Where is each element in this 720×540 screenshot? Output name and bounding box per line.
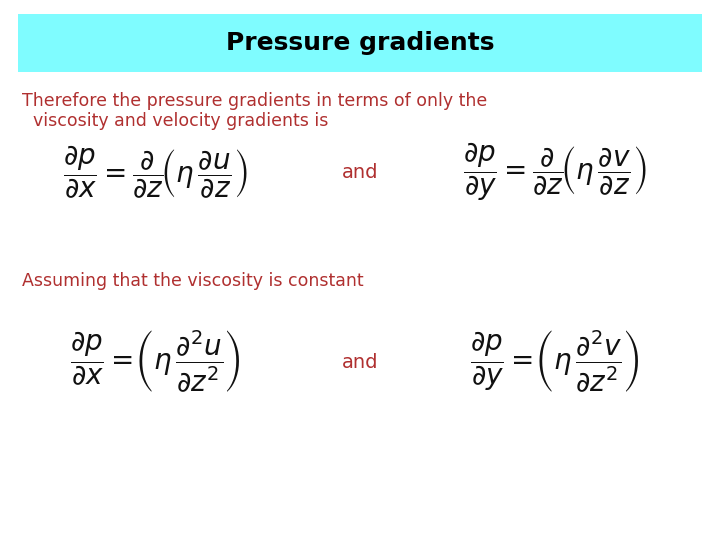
Text: $\dfrac{\partial p}{\partial x} = \dfrac{\partial}{\partial z}\!\left(\eta\,\dfr: $\dfrac{\partial p}{\partial x} = \dfrac… [63, 143, 248, 201]
Text: Therefore the pressure gradients in terms of only the: Therefore the pressure gradients in term… [22, 92, 487, 110]
Text: $\dfrac{\partial p}{\partial y} = \!\left(\eta\,\dfrac{\partial^2 v}{\partial z^: $\dfrac{\partial p}{\partial y} = \!\lef… [470, 329, 639, 395]
Text: Assuming that the viscosity is constant: Assuming that the viscosity is constant [22, 272, 364, 290]
Text: viscosity and velocity gradients is: viscosity and velocity gradients is [22, 112, 328, 130]
Text: Pressure gradients: Pressure gradients [226, 31, 494, 55]
FancyBboxPatch shape [18, 14, 702, 72]
Text: $\dfrac{\partial p}{\partial x} = \!\left(\eta\,\dfrac{\partial^2 u}{\partial z^: $\dfrac{\partial p}{\partial x} = \!\lef… [70, 329, 240, 395]
Text: and: and [342, 163, 378, 181]
Text: and: and [342, 353, 378, 372]
Text: $\dfrac{\partial p}{\partial y} = \dfrac{\partial}{\partial z}\!\left(\eta\,\dfr: $\dfrac{\partial p}{\partial y} = \dfrac… [463, 140, 647, 204]
